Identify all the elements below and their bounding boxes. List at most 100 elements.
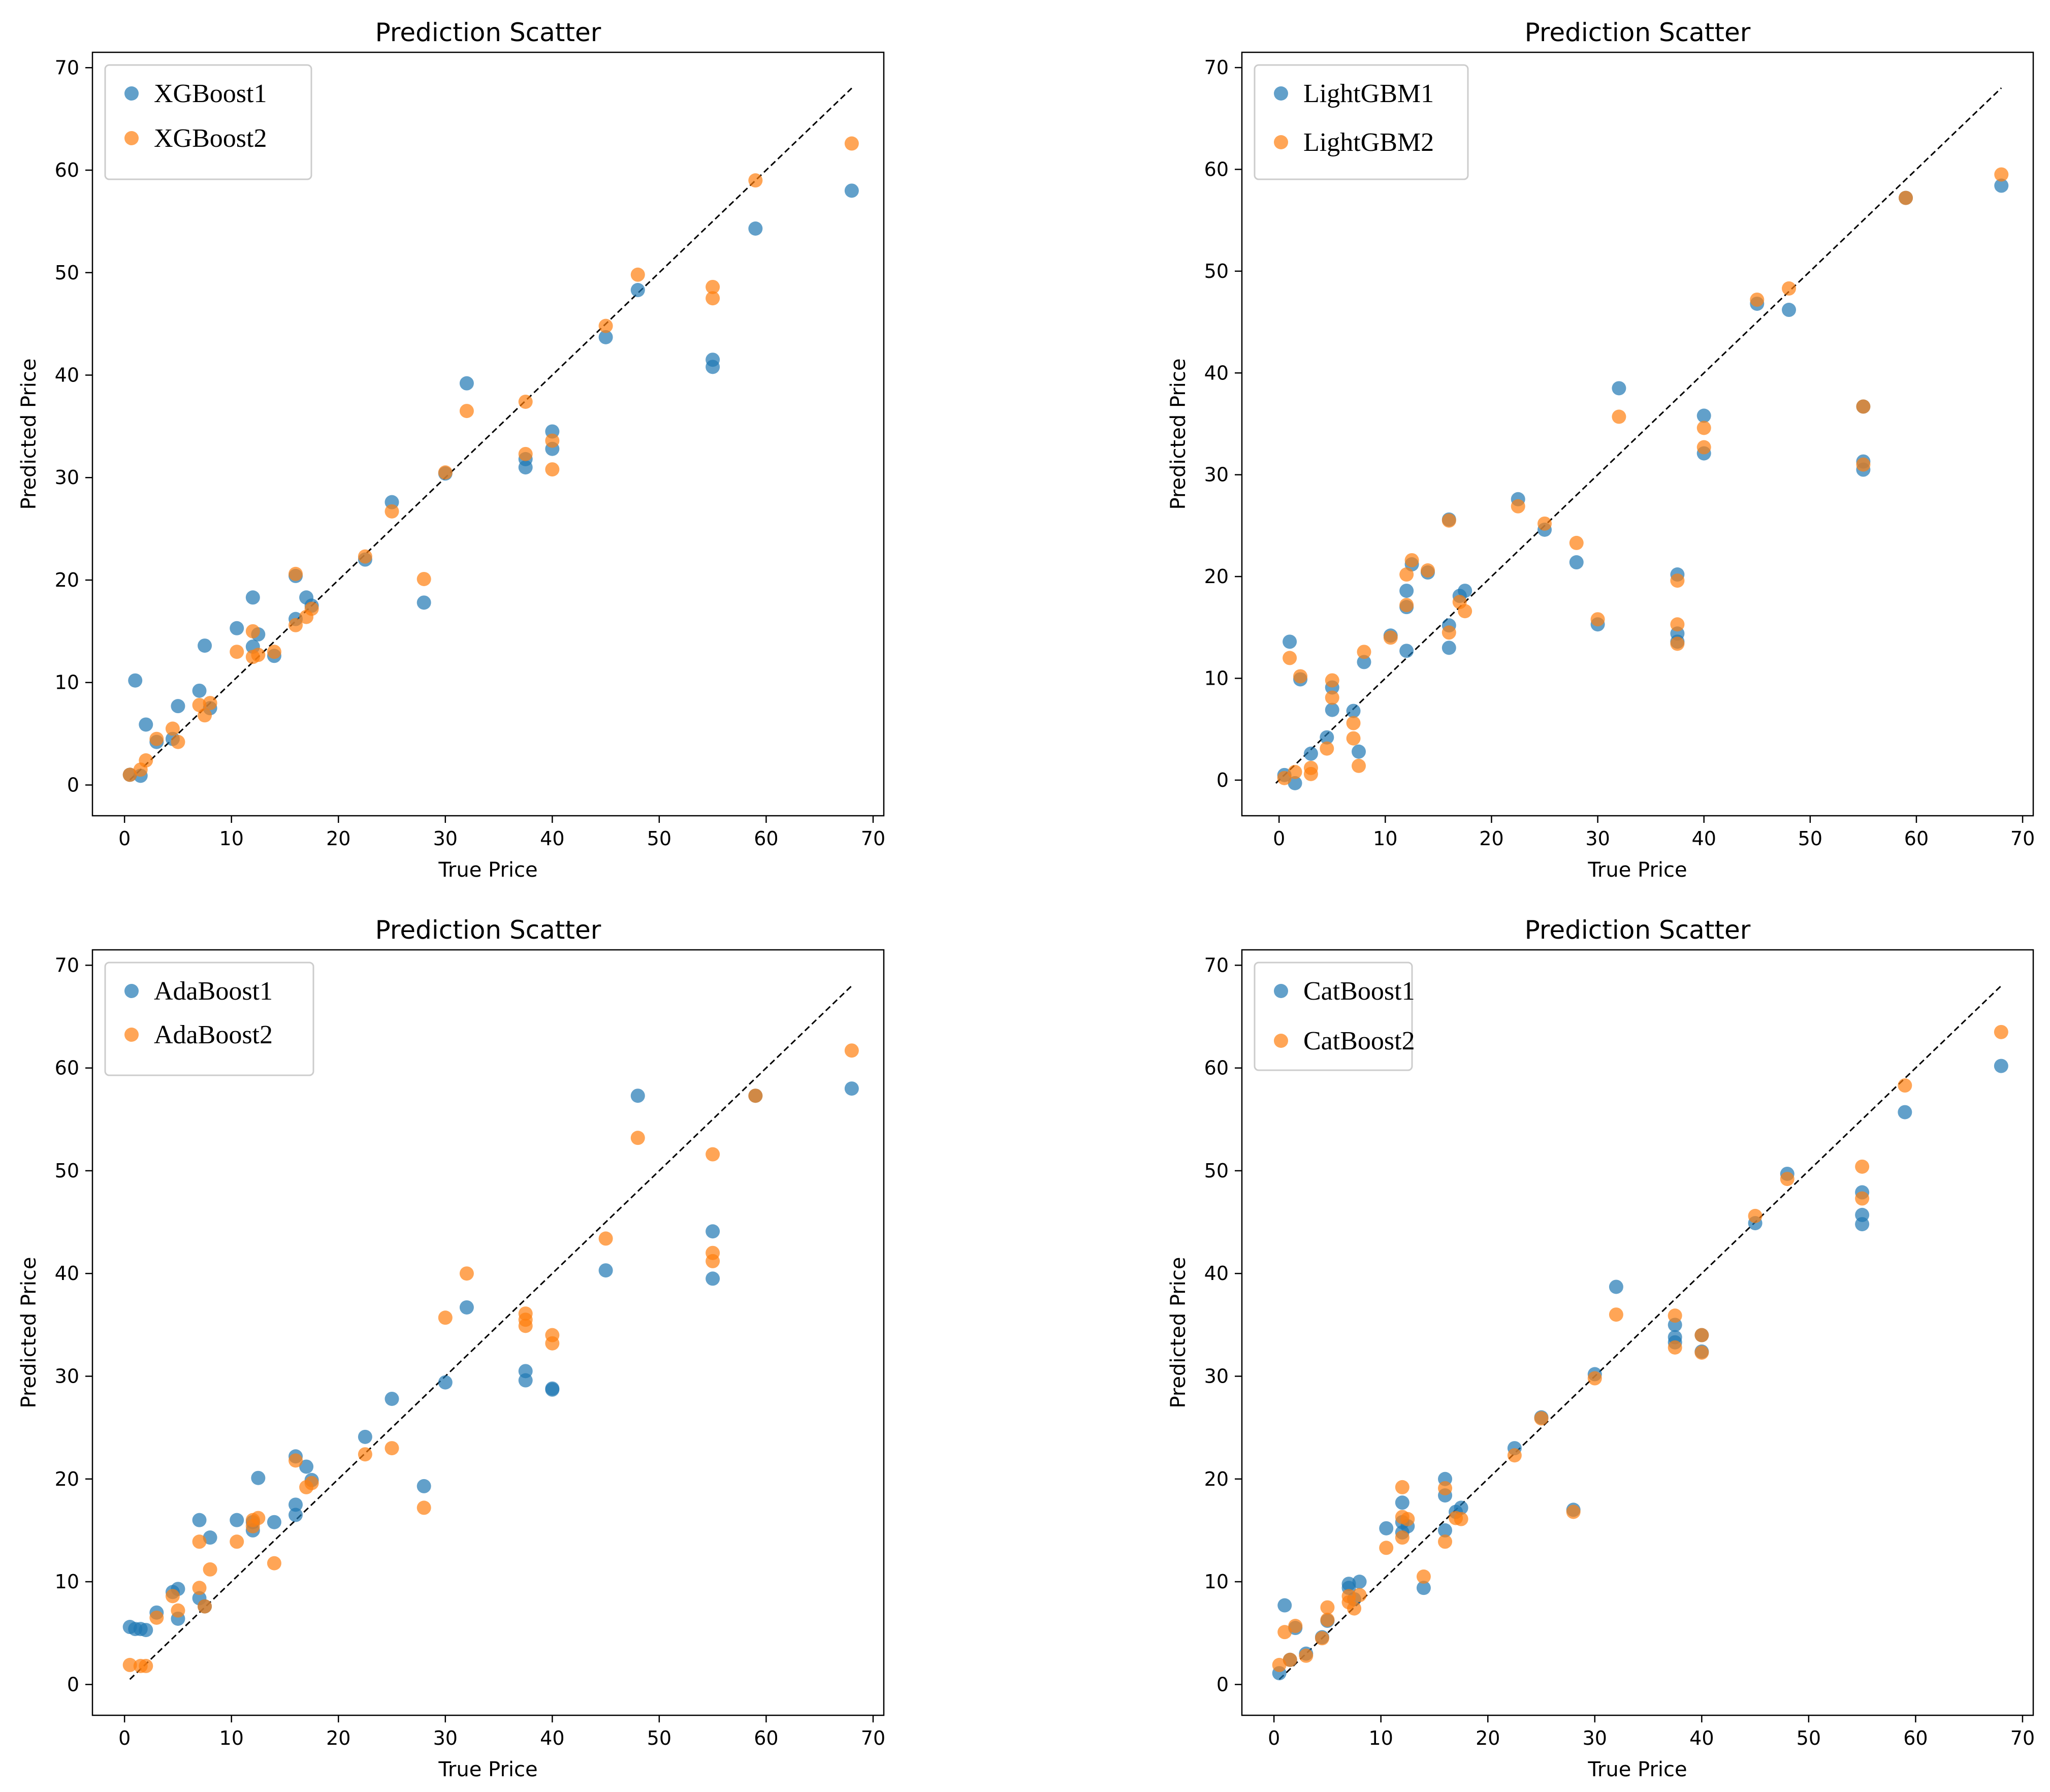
legend: CatBoost1 CatBoost2 <box>1254 962 1415 1071</box>
x-axis-label: True Price <box>438 1758 537 1781</box>
data-point <box>1855 1217 1870 1232</box>
chart-title: Prediction Scatter <box>1525 18 1751 47</box>
data-point <box>1994 178 2009 193</box>
data-point <box>1288 1619 1303 1634</box>
y-tick-label: 40 <box>1204 1262 1229 1285</box>
data-point <box>1587 1371 1602 1386</box>
data-point <box>706 279 720 294</box>
data-point <box>1400 1512 1415 1526</box>
data-point <box>1670 573 1685 588</box>
data-point <box>1609 1307 1623 1322</box>
legend-marker <box>124 86 139 101</box>
legend: XGBoost1 XGBoost2 <box>104 64 312 180</box>
data-point <box>1442 641 1456 655</box>
series-LightGBM1 <box>1277 178 2009 790</box>
data-point <box>1383 630 1398 645</box>
chart-panel-3: 0 10 20 30 40 50 60 70 0 10 20 30 40 50 60 70 Prediction… <box>17 915 885 1781</box>
legend-label: CatBoost2 <box>1303 1027 1415 1055</box>
data-point <box>844 183 859 198</box>
data-point <box>706 1254 720 1268</box>
data-point <box>1357 655 1371 669</box>
y-tick-label: 10 <box>1204 1571 1229 1593</box>
data-point <box>139 1658 153 1673</box>
data-point <box>251 648 266 662</box>
data-point <box>192 1581 207 1595</box>
x-tick-label: 70 <box>2010 1727 2035 1749</box>
data-point <box>417 1500 431 1515</box>
data-point <box>706 1224 720 1239</box>
data-point <box>1379 1541 1394 1555</box>
data-point <box>706 291 720 306</box>
data-point <box>139 753 153 768</box>
data-point <box>1438 1523 1453 1538</box>
data-point <box>1507 1448 1522 1463</box>
data-point <box>358 1447 372 1462</box>
data-point <box>1299 1648 1314 1663</box>
y-tick-label: 50 <box>1204 260 1229 282</box>
data-point <box>1569 555 1584 570</box>
data-point <box>1458 584 1472 598</box>
data-point <box>1442 625 1456 640</box>
x-tick-label: 30 <box>1585 827 1610 850</box>
data-point <box>251 1470 266 1485</box>
data-point <box>1288 776 1302 790</box>
x-tick-label: 20 <box>326 1727 350 1749</box>
y-tick-label: 40 <box>55 1262 79 1285</box>
data-point <box>1293 669 1308 684</box>
data-point <box>1315 1631 1329 1646</box>
y-tick-label: 40 <box>1204 362 1229 384</box>
y-tick-label: 70 <box>1204 954 1229 976</box>
data-point <box>1696 440 1711 455</box>
series-XGBoost1 <box>122 183 859 783</box>
data-point <box>203 696 217 711</box>
x-tick-label: 30 <box>1583 1727 1607 1749</box>
data-point <box>1277 1625 1292 1640</box>
y-tick-label: 30 <box>1204 1365 1229 1387</box>
y-tick-label: 50 <box>55 1160 79 1182</box>
data-point <box>706 1147 720 1162</box>
y-axis-label: Predicted Price <box>1167 1257 1190 1408</box>
data-point <box>1780 1172 1795 1187</box>
y-tick-label: 70 <box>55 954 79 976</box>
data-point <box>149 1610 164 1625</box>
data-point <box>518 1373 533 1388</box>
data-point <box>459 1266 474 1281</box>
data-point <box>230 1513 244 1527</box>
x-tick-label: 60 <box>754 1727 778 1749</box>
data-point <box>1670 617 1685 632</box>
data-point <box>1399 584 1414 598</box>
x-tick-label: 40 <box>540 1727 564 1749</box>
legend-label: XGBoost2 <box>154 124 267 153</box>
data-point <box>1696 408 1711 423</box>
data-point <box>417 1479 431 1493</box>
data-point <box>1458 604 1472 619</box>
data-point <box>1303 746 1318 761</box>
ideal-reference-line <box>1275 87 2002 784</box>
y-tick-label: 60 <box>1204 1057 1229 1079</box>
data-point <box>230 1534 244 1549</box>
data-point <box>245 590 260 605</box>
data-point <box>289 1497 303 1512</box>
x-tick-label: 10 <box>219 1727 244 1749</box>
data-point <box>1855 1159 1870 1174</box>
data-point <box>1303 760 1318 775</box>
data-point <box>192 1534 207 1549</box>
legend-label: CatBoost1 <box>1303 977 1415 1006</box>
data-point <box>545 462 560 477</box>
series-CatBoost2 <box>1272 1025 2008 1672</box>
y-tick-label: 10 <box>55 671 79 694</box>
data-point <box>139 717 153 732</box>
x-tick-label: 50 <box>1797 1727 1821 1749</box>
data-point <box>1346 731 1361 746</box>
y-tick-label: 60 <box>1204 158 1229 180</box>
x-tick-label: 50 <box>1798 827 1822 850</box>
x-tick-label: 30 <box>433 827 458 850</box>
data-point <box>1352 1575 1367 1589</box>
data-point <box>748 173 763 188</box>
data-point <box>267 1515 281 1529</box>
data-point <box>1395 1480 1410 1494</box>
legend-label: XGBoost1 <box>154 79 267 108</box>
data-point <box>122 767 137 782</box>
data-point <box>1782 303 1797 317</box>
x-tick-label: 40 <box>1689 1727 1714 1749</box>
